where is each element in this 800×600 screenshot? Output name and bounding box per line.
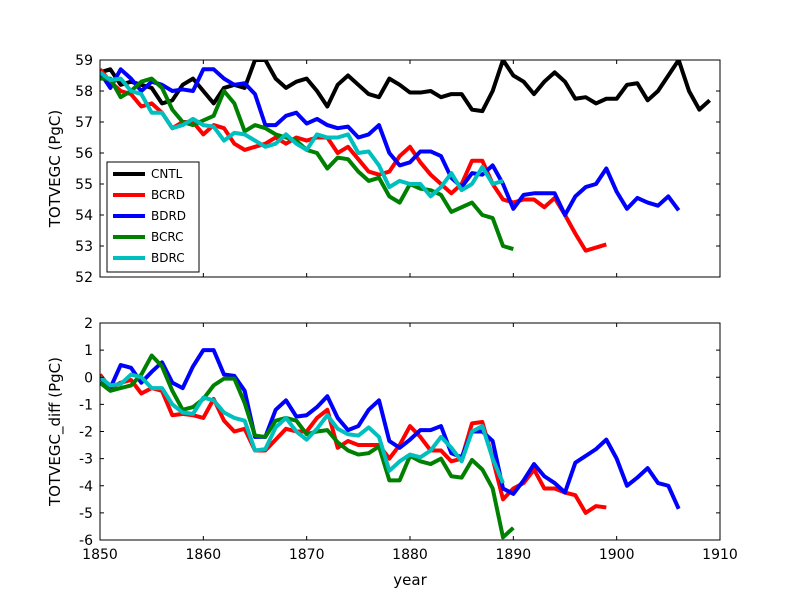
legend-label-bdrd: BDRD (151, 209, 186, 223)
bottom-ticks-layer: 1850 1860 1870 1880 1890 1900 1910 -6 -5 -4 -3 -2 -1… (79, 316, 738, 563)
top-series-bdrc (100, 70, 504, 199)
legend: CNTL BCRD BDRD BCRC BDRC (106, 161, 200, 273)
top-y-tick-label-56: 56 (75, 146, 93, 162)
bottom-series-bdrd (100, 348, 681, 510)
legend-label-cntl: CNTL (151, 167, 183, 181)
bottom-x-tick-label-1870: 1870 (289, 547, 325, 563)
bottom-y-tick-label--5: -5 (79, 506, 93, 522)
bottom-y-tick-label-1: 1 (84, 343, 93, 359)
top-y-axis-label: TOTVEGC (PgC) (46, 110, 64, 228)
bottom-x-tick-label-1910: 1910 (702, 547, 738, 563)
top-series-cntl (100, 60, 712, 114)
top-y-tick-label-59: 59 (75, 53, 93, 69)
bottom-y-axis-label: TOTVEGC_diff (PgC) (46, 357, 65, 507)
bottom-series-bcrc (100, 353, 515, 540)
top-y-tick-label-54: 54 (75, 208, 93, 224)
top-panel: 52 53 54 55 56 57 58 59 TOTVEGC (PgC) CNTL BCRD… (46, 53, 721, 286)
bottom-series-bdrc (100, 372, 505, 484)
top-ticks-layer: 52 53 54 55 56 57 58 59 (75, 53, 721, 286)
bottom-series-layer (100, 348, 681, 540)
bottom-y-tick-label-2: 2 (84, 316, 93, 332)
bottom-x-tick-label-1900: 1900 (599, 547, 635, 563)
top-y-tick-label-52: 52 (75, 270, 93, 286)
legend-label-bcrd: BCRD (151, 188, 185, 202)
top-series-layer (100, 60, 712, 253)
x-axis-label: year (393, 571, 427, 589)
bottom-x-tick-label-1890: 1890 (496, 547, 532, 563)
bottom-y-tick-label--4: -4 (79, 479, 93, 495)
bottom-y-tick-label-0: 0 (84, 370, 93, 386)
bottom-y-tick-label--6: -6 (79, 533, 93, 549)
bottom-y-tick-label--2: -2 (79, 425, 93, 441)
top-series-bdrd (100, 67, 681, 217)
legend-label-bcrc: BCRC (151, 230, 184, 244)
bottom-x-tick-label-1880: 1880 (392, 547, 428, 563)
top-y-tick-label-58: 58 (75, 84, 93, 100)
bottom-y-tick-label--1: -1 (79, 397, 93, 413)
bottom-x-tick-label-1860: 1860 (186, 547, 222, 563)
legend-label-bdrc: BDRC (151, 251, 185, 265)
top-y-tick-label-57: 57 (75, 115, 93, 131)
top-y-tick-label-55: 55 (75, 177, 93, 193)
bottom-x-tick-label-1850: 1850 (82, 547, 118, 563)
top-y-tick-label-53: 53 (75, 239, 93, 255)
bottom-y-tick-label--3: -3 (79, 452, 93, 468)
bottom-panel: 1850 1860 1870 1880 1890 1900 1910 -6 -5 -4 -3 -2 -1… (46, 316, 738, 589)
